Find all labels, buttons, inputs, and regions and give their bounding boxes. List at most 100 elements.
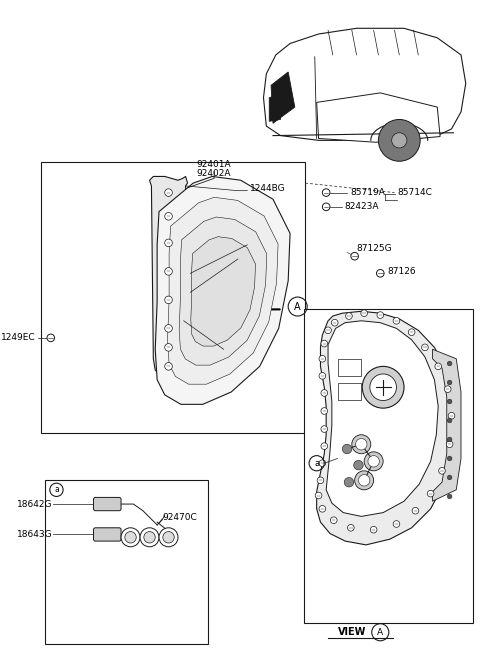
Circle shape	[165, 189, 172, 197]
FancyBboxPatch shape	[94, 497, 121, 511]
Circle shape	[421, 344, 428, 351]
Circle shape	[356, 439, 367, 450]
Text: 87126: 87126	[387, 267, 416, 276]
Circle shape	[447, 437, 452, 442]
Circle shape	[165, 344, 172, 351]
Circle shape	[344, 478, 354, 487]
Text: 87125G: 87125G	[357, 244, 392, 253]
Text: 92402A: 92402A	[197, 169, 231, 178]
Circle shape	[362, 366, 404, 408]
Circle shape	[323, 203, 330, 211]
Circle shape	[321, 443, 327, 450]
Text: VIEW: VIEW	[337, 627, 366, 637]
Text: 85714C: 85714C	[397, 188, 432, 197]
Circle shape	[325, 327, 331, 333]
Circle shape	[47, 334, 55, 342]
Circle shape	[447, 418, 452, 423]
Circle shape	[321, 408, 327, 414]
Circle shape	[364, 452, 383, 471]
Circle shape	[447, 494, 452, 499]
Circle shape	[342, 444, 352, 454]
Circle shape	[376, 270, 384, 277]
Circle shape	[444, 386, 451, 393]
Circle shape	[319, 505, 326, 512]
Circle shape	[159, 528, 178, 547]
Bar	[45, 480, 208, 643]
Circle shape	[427, 491, 434, 497]
Circle shape	[319, 372, 326, 379]
Circle shape	[354, 460, 363, 470]
Circle shape	[165, 268, 172, 275]
Polygon shape	[317, 93, 440, 142]
Circle shape	[317, 477, 324, 484]
Text: a: a	[314, 459, 319, 468]
Circle shape	[370, 374, 396, 401]
FancyBboxPatch shape	[94, 528, 121, 541]
Circle shape	[447, 475, 452, 480]
Text: a: a	[54, 485, 59, 495]
Text: A: A	[377, 628, 384, 637]
Circle shape	[439, 468, 445, 474]
Circle shape	[330, 517, 337, 523]
Polygon shape	[179, 217, 267, 365]
Bar	[41, 162, 305, 433]
Text: 18642G: 18642G	[17, 499, 53, 509]
Circle shape	[447, 380, 452, 385]
Circle shape	[331, 319, 338, 326]
Polygon shape	[317, 311, 456, 545]
Bar	[337, 382, 361, 400]
Bar	[304, 309, 473, 623]
Circle shape	[321, 340, 327, 347]
Circle shape	[319, 356, 326, 362]
Circle shape	[392, 133, 407, 148]
Text: 92470C: 92470C	[162, 513, 197, 522]
Circle shape	[361, 310, 368, 317]
Circle shape	[393, 317, 400, 324]
Circle shape	[321, 390, 327, 397]
Circle shape	[447, 361, 452, 366]
Circle shape	[377, 312, 384, 319]
Polygon shape	[264, 28, 466, 140]
Circle shape	[348, 525, 354, 531]
Text: A: A	[294, 301, 301, 311]
Bar	[337, 359, 361, 376]
Circle shape	[163, 531, 174, 543]
Polygon shape	[432, 350, 461, 501]
Circle shape	[355, 471, 373, 490]
Polygon shape	[271, 72, 295, 123]
Circle shape	[121, 528, 140, 547]
Circle shape	[165, 239, 172, 247]
Circle shape	[323, 189, 330, 197]
Circle shape	[359, 474, 370, 486]
Circle shape	[165, 296, 172, 304]
Text: 82423A: 82423A	[344, 203, 379, 211]
Circle shape	[435, 363, 442, 370]
Circle shape	[321, 425, 327, 432]
Text: 92401A: 92401A	[197, 160, 231, 169]
Circle shape	[165, 213, 172, 220]
Circle shape	[447, 399, 452, 404]
Circle shape	[144, 531, 155, 543]
Text: 1244BG: 1244BG	[250, 185, 286, 193]
Circle shape	[393, 521, 400, 527]
Circle shape	[352, 435, 371, 454]
Circle shape	[351, 252, 359, 260]
Circle shape	[412, 507, 419, 514]
Polygon shape	[269, 95, 281, 121]
Circle shape	[165, 362, 172, 370]
Circle shape	[370, 526, 377, 533]
Circle shape	[140, 528, 159, 547]
Polygon shape	[168, 197, 278, 384]
Text: 18643G: 18643G	[17, 530, 53, 539]
Polygon shape	[191, 237, 255, 346]
Circle shape	[378, 119, 420, 161]
Circle shape	[446, 441, 453, 448]
Circle shape	[165, 325, 172, 332]
Text: 1249EC: 1249EC	[1, 333, 36, 342]
Polygon shape	[326, 321, 438, 517]
Polygon shape	[150, 176, 188, 376]
Circle shape	[447, 456, 452, 461]
Circle shape	[346, 313, 352, 319]
Circle shape	[319, 460, 326, 466]
Polygon shape	[155, 176, 290, 405]
